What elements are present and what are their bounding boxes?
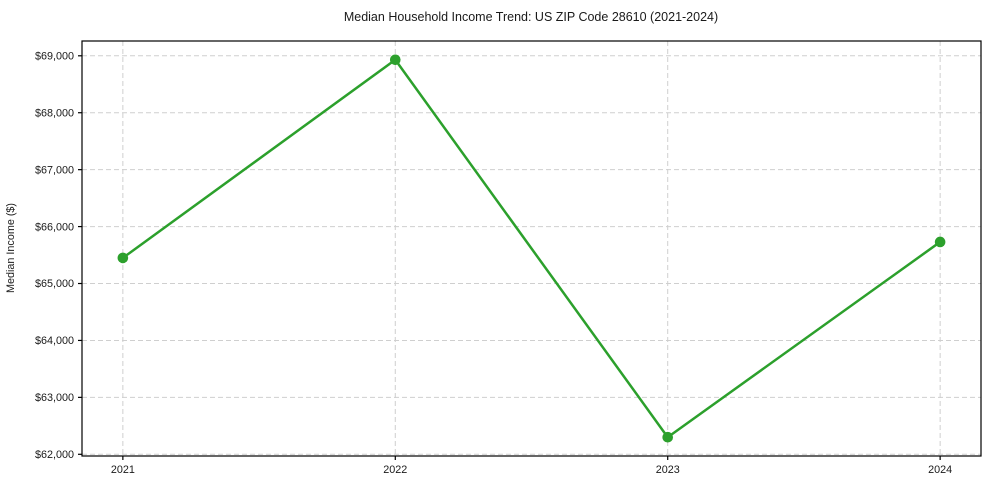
trend-line: [121, 58, 942, 439]
y-tick-label: $62,000: [35, 449, 74, 461]
y-tick-label: $64,000: [35, 335, 74, 347]
chart-title: Median Household Income Trend: US ZIP Co…: [344, 10, 718, 24]
y-tick-label: $65,000: [35, 278, 74, 290]
data-point-marker: [117, 252, 129, 264]
y-tick-label: $68,000: [35, 107, 74, 119]
x-tick-label: 2022: [383, 464, 407, 476]
y-tick-label: $69,000: [35, 51, 74, 63]
x-tick-label: 2021: [111, 464, 135, 476]
data-point-marker: [389, 54, 401, 66]
data-point-marker: [662, 431, 674, 443]
data-point-marker: [934, 236, 946, 248]
axis-ticks: [78, 55, 941, 460]
line-series: [117, 54, 946, 443]
x-tick-label: 2024: [928, 464, 952, 476]
plot-border: [81, 40, 982, 457]
x-tick-label: 2023: [656, 464, 680, 476]
x-tick-labels: 2021 2022 2023 2024: [111, 464, 952, 476]
gridlines: [82, 41, 981, 456]
y-tick-label: $67,000: [35, 164, 74, 176]
y-tick-labels: $62,000 $63,000 $64,000 $65,000 $66,000 $67,0…: [35, 51, 74, 461]
y-axis-label: Median Income ($): [5, 203, 17, 293]
y-tick-label: $63,000: [35, 392, 74, 404]
y-tick-label: $66,000: [35, 221, 74, 233]
